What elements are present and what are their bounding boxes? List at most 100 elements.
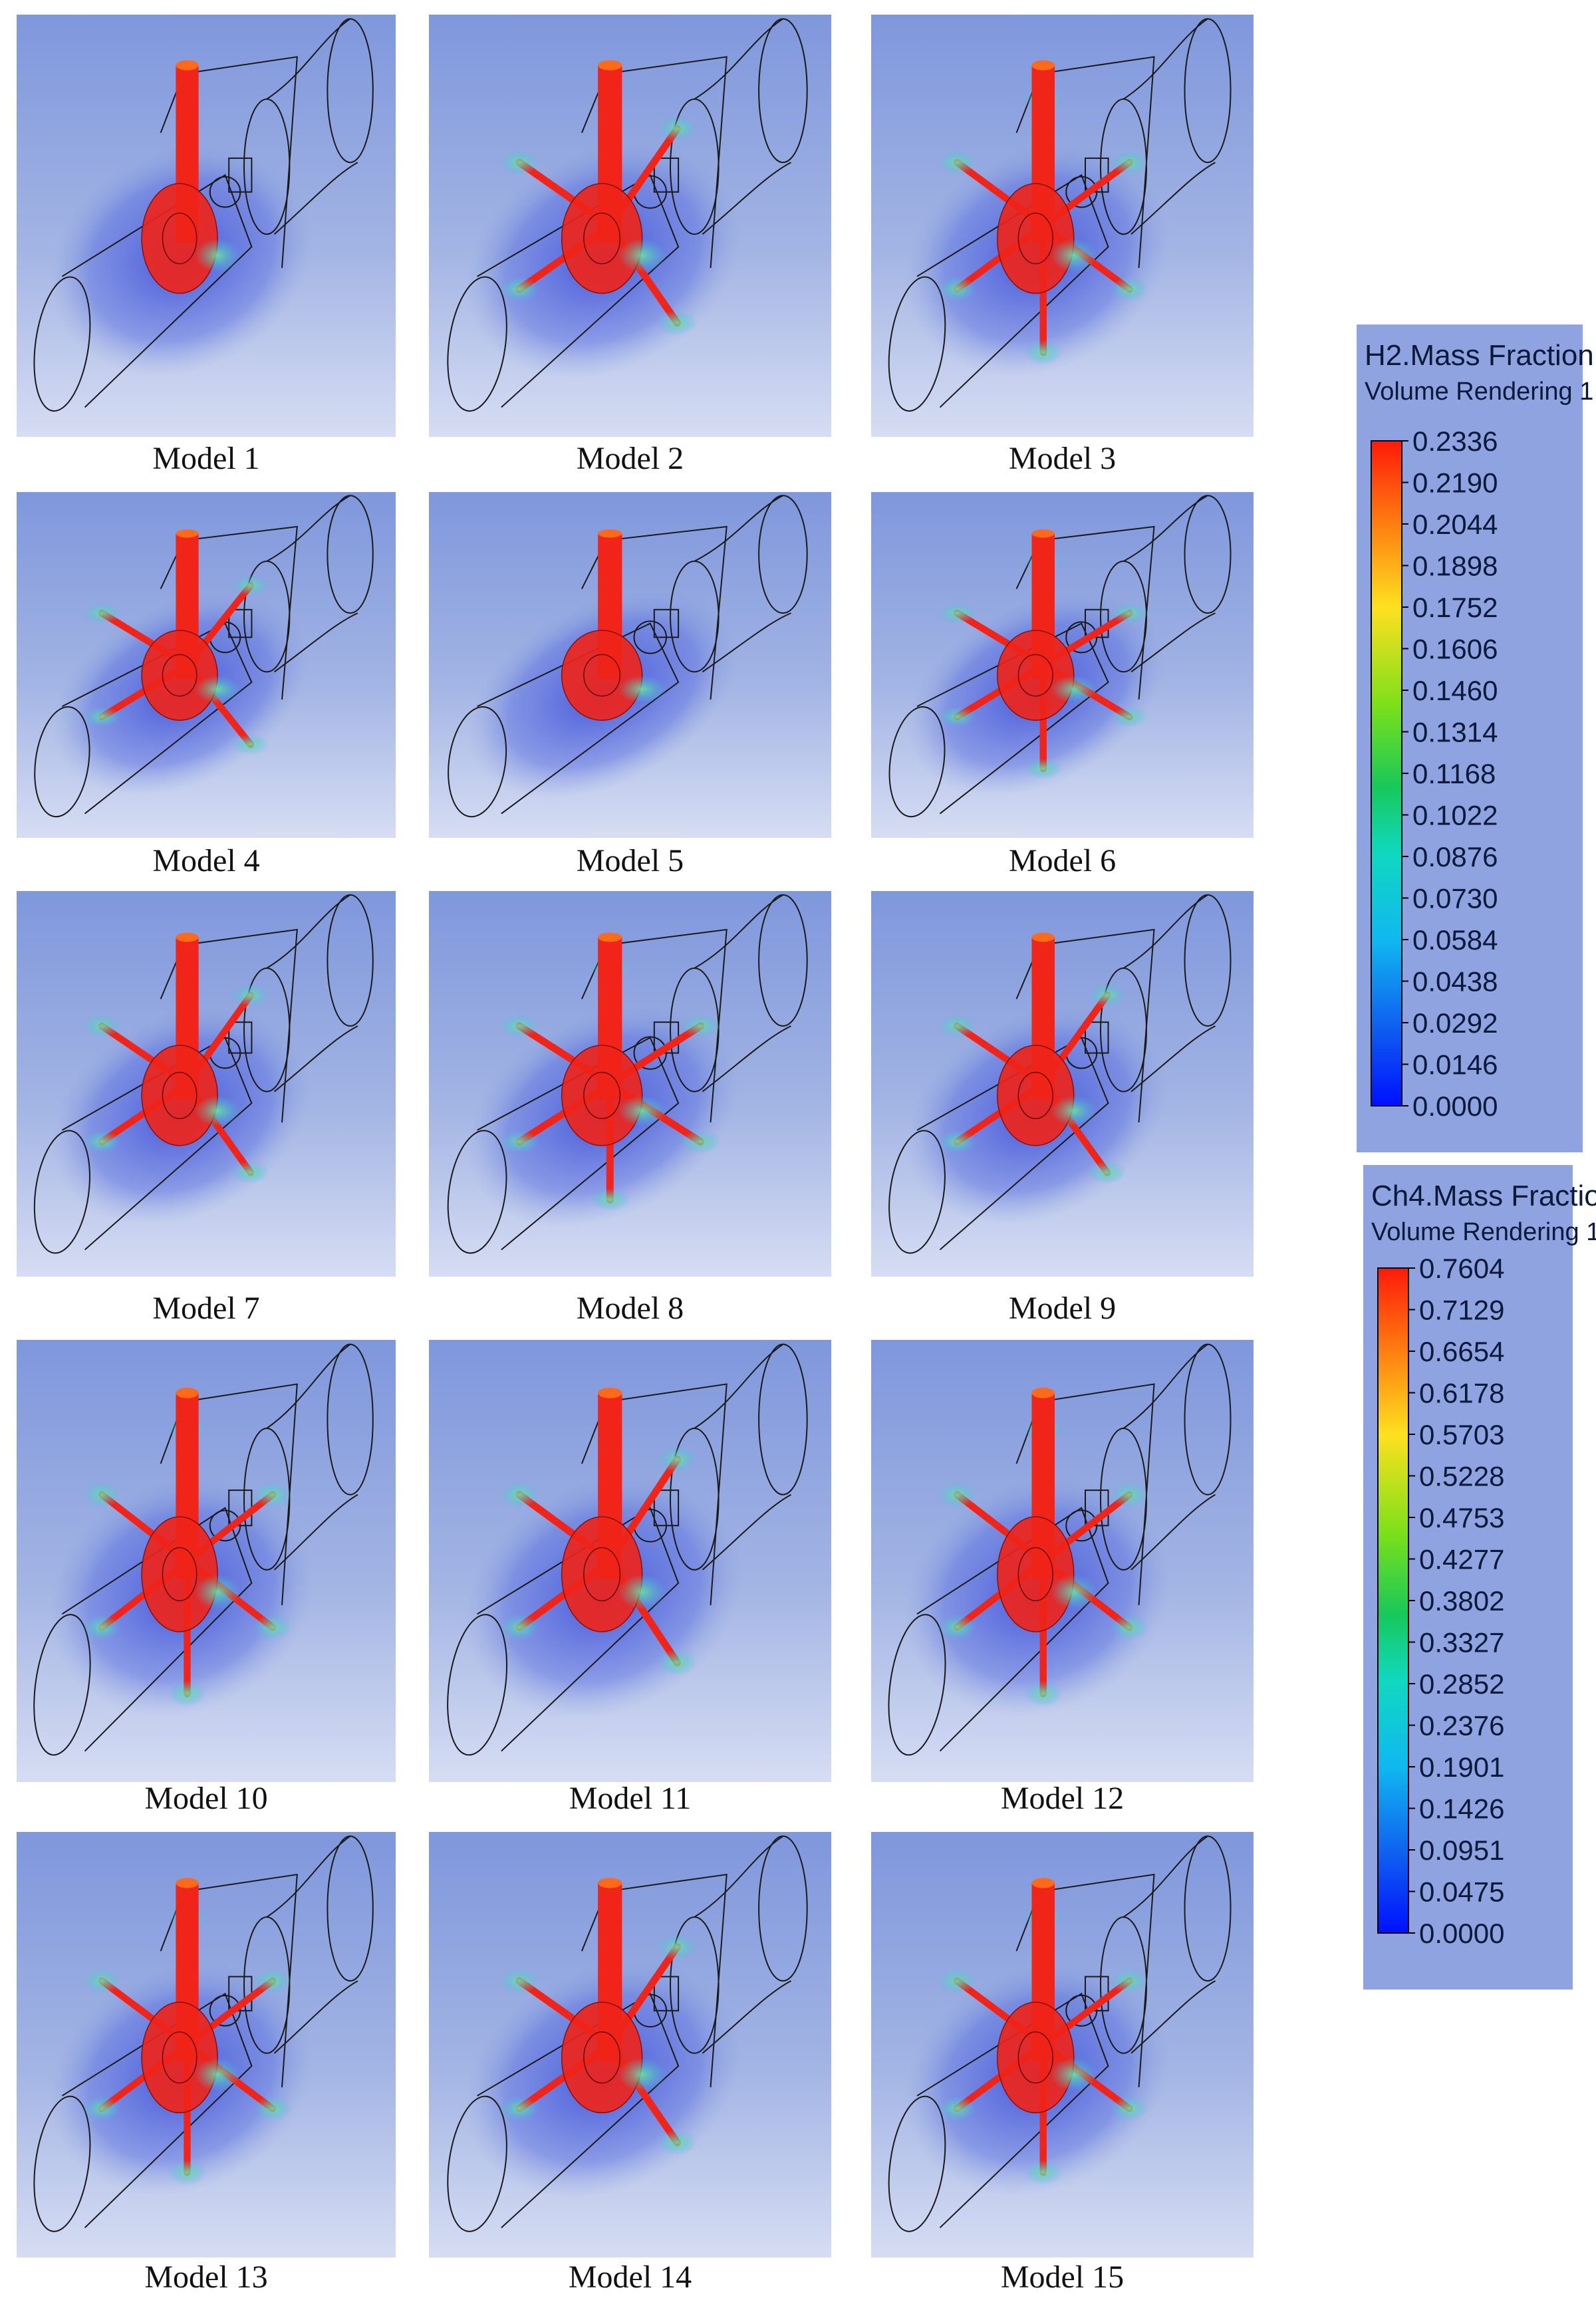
outlet-outline — [327, 1343, 374, 1495]
arm-tip-glow — [590, 1188, 630, 1212]
legend-tick-label: 0.3802 — [1419, 1585, 1504, 1616]
feed-pipe-cap — [1031, 60, 1055, 70]
arm-tip-glow — [499, 1130, 540, 1154]
arm-tip-glow — [657, 1446, 698, 1473]
legend-color-bar — [1377, 1267, 1409, 1934]
outlet-duct-outline — [702, 1493, 791, 1571]
port-outline — [1085, 1021, 1109, 1054]
legend-tick-label: 0.5703 — [1419, 1419, 1504, 1450]
legend-tick-label: 0.1022 — [1412, 800, 1498, 831]
simulation-drawing — [888, 1343, 1232, 1756]
arm-tip-glow — [231, 575, 270, 596]
arm-tip-glow — [499, 150, 540, 176]
simulation-render — [429, 891, 831, 1277]
outlet-duct-outline — [266, 18, 351, 100]
inlet-outline — [447, 1614, 508, 1756]
port-outline — [228, 1021, 253, 1054]
arm-tip-glow — [82, 1481, 121, 1508]
manifold-hub — [583, 1071, 621, 1119]
legend-tick-label: 0.0584 — [1412, 924, 1498, 956]
legend-tick-label: 0.1314 — [1412, 717, 1498, 748]
arm-tip-glow — [657, 310, 698, 336]
mixing-glow — [194, 1095, 241, 1126]
arm-tip-glow — [1110, 2095, 1148, 2122]
outlet-duct-outline — [1123, 495, 1208, 562]
feed-pipe-cap — [1031, 1387, 1055, 1398]
arm-tip-glow — [1024, 758, 1063, 779]
legend-title: Ch4.Mass Fraction — [1371, 1180, 1596, 1212]
port-outline — [653, 608, 680, 638]
outlet-duct-outline — [702, 162, 791, 235]
outlet-duct-outline — [1130, 1980, 1216, 2054]
inlet-outline — [888, 2095, 946, 2232]
simulation-render — [17, 1832, 396, 2258]
mixing-glow — [618, 238, 666, 273]
model-caption: Model 6 — [1008, 843, 1117, 878]
simulation-render — [871, 1832, 1254, 2258]
legend-tick-label: 0.1606 — [1412, 634, 1498, 665]
arm-tip-glow — [82, 1130, 121, 1154]
simulation-drawing — [33, 1835, 374, 2232]
legend-tick-label: 0.0475 — [1419, 1876, 1504, 1908]
feed-pipe-cap — [1031, 1878, 1055, 1888]
legend-tick-label: 0.0730 — [1412, 883, 1498, 914]
arm-tip-glow — [1110, 276, 1148, 302]
feed-pipe-cap — [598, 60, 622, 70]
model-panel: Model 12 — [871, 1340, 1254, 1845]
inlet-outline — [448, 706, 507, 818]
model-caption: Model 13 — [144, 2259, 268, 2295]
legend-tick-label: 0.2376 — [1419, 1710, 1504, 1742]
model-caption: Model 2 — [576, 441, 684, 476]
outlet-duct-outline — [694, 18, 783, 100]
model-caption: Model 3 — [1008, 441, 1117, 476]
simulation-drawing — [447, 18, 808, 412]
outlet-duct-outline — [1130, 1493, 1216, 1571]
arm-tip-glow — [1110, 706, 1148, 727]
model-panel: Model 2 — [429, 15, 831, 505]
simulation-render — [17, 1340, 396, 1782]
model-caption: Model 11 — [569, 1781, 692, 1816]
legend-tick-label: 0.1901 — [1419, 1751, 1504, 1783]
arm-tip-glow — [1088, 983, 1127, 1007]
manifold-disc — [141, 1516, 218, 1632]
simulation-drawing — [888, 1835, 1232, 2232]
manifold-hub — [1017, 654, 1053, 697]
manifold-disc — [561, 1045, 643, 1146]
model-caption: Model 10 — [144, 1781, 268, 1816]
manifold-disc — [561, 2001, 643, 2114]
manifold-hub — [583, 2031, 621, 2084]
manifold-hub — [162, 1071, 198, 1119]
legend-tick-label: 0.7604 — [1419, 1253, 1504, 1284]
outlet-outline — [1184, 894, 1232, 1027]
arm-tip-glow — [168, 2159, 206, 2186]
arm-tip-glow — [1110, 602, 1148, 624]
arm-tip-glow — [82, 1614, 121, 1641]
feed-pipe-cap — [176, 1878, 199, 1888]
arm-tip-glow — [253, 1968, 292, 1994]
arm-tip-glow — [1110, 1614, 1148, 1641]
feed-pipe-cap — [598, 1878, 622, 1888]
manifold-hub — [162, 1547, 198, 1602]
mixing-glow — [194, 675, 241, 704]
manifold-hub — [583, 1547, 621, 1602]
outlet-outline — [758, 495, 808, 614]
arm-tip-glow — [231, 983, 270, 1007]
manifold-hub — [162, 2031, 198, 2084]
figure-grid: Model 1 Model 2 Model 3 Model 4 Model 5 Model… — [17, 15, 1254, 2295]
outlet-outline — [327, 18, 374, 164]
feed-pipe-cap — [1031, 529, 1055, 538]
model-panel: Model 14 — [429, 1832, 831, 2324]
legend-subtitle: Volume Rendering 1 — [1365, 378, 1594, 406]
inlet-outline — [888, 1614, 946, 1756]
port-outline — [653, 1489, 680, 1527]
manifold-disc — [997, 1516, 1075, 1632]
model-caption: Model 12 — [1000, 1781, 1125, 1816]
arm-tip-glow — [499, 1481, 540, 1508]
feed-pipe-cap — [598, 1387, 622, 1398]
outlet-outline — [1184, 495, 1232, 614]
outlet-duct-outline — [694, 495, 783, 562]
outlet-duct-outline — [266, 495, 351, 562]
arm-tip-glow — [938, 1614, 977, 1641]
mixing-glow — [1051, 2057, 1097, 2092]
model-caption: Model 5 — [576, 843, 684, 878]
